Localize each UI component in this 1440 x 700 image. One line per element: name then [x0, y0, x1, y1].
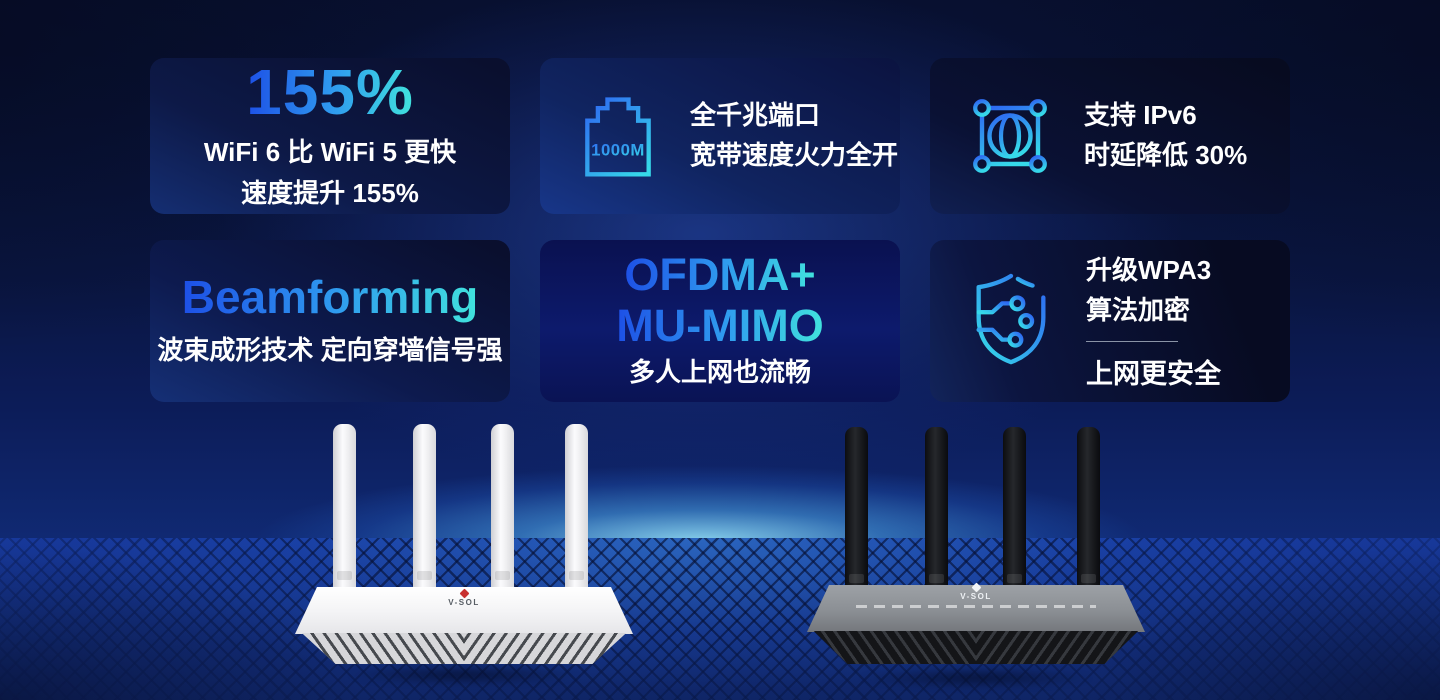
feature-grid: 155% WiFi 6 比 WiFi 5 更快 速度提升 155%: [150, 58, 1290, 402]
antenna: [845, 427, 868, 593]
card-text-line: 速度提升 155%: [241, 178, 419, 209]
router-white: V-SOL: [288, 424, 640, 690]
brand-logo: V-SOL: [800, 582, 1152, 601]
card-headline: 155%: [246, 58, 414, 128]
card-text-line: 全千兆端口: [690, 100, 821, 131]
card-gigabit-ports: 1000M 全千兆端口 宽带速度火力全开: [540, 58, 900, 214]
card-text-block: 支持 IPv6 时延降低 30%: [1084, 96, 1247, 175]
card-headline: MU-MIMO: [616, 299, 824, 351]
card-text-line: 算法加密: [1086, 294, 1191, 325]
floor: [0, 538, 1440, 700]
card-text-line: 波束成形技术 定向穿墙信号强: [157, 334, 503, 365]
globe-network-icon: [973, 99, 1047, 173]
card-headline: Beamforming: [181, 271, 479, 324]
card-text-line: 宽带速度火力全开: [690, 140, 899, 170]
card-text-block: 升级WPA3 算法加密 上网更安全: [1086, 251, 1221, 391]
port-speed-label: 1000M: [591, 141, 645, 160]
brand-mark-icon: [459, 588, 469, 599]
card-text-line: 多人上网也流畅: [628, 356, 811, 387]
antenna: [1003, 427, 1026, 593]
router-vent-grille: [301, 633, 627, 664]
antenna: [1077, 427, 1100, 593]
antenna: [333, 424, 356, 590]
shield-circuit-icon: [976, 273, 1046, 365]
router-shadow: [814, 663, 1138, 693]
antenna: [413, 424, 436, 590]
antenna: [925, 427, 948, 593]
router-body-top: [807, 585, 1145, 632]
antenna: [565, 424, 588, 590]
brand-mark-icon: [971, 582, 981, 593]
card-ipv6: 支持 IPv6 时延降低 30%: [930, 58, 1290, 214]
card-text-line: 时延降低 30%: [1084, 140, 1248, 170]
card-footer-line: 上网更安全: [1086, 359, 1221, 390]
card-ofdma-mumimo: OFDMA+ MU-MIMO 多人上网也流畅: [540, 240, 900, 402]
vent-slits-right: [976, 631, 1139, 664]
ethernet-port-icon: 1000M: [585, 97, 651, 177]
brand-logo-text: V-SOL: [960, 592, 992, 601]
router-shadow: [302, 660, 626, 690]
port-label-markings: [856, 605, 1096, 608]
card-text-line: 升级WPA3: [1086, 254, 1212, 285]
router-vent-grille: [813, 631, 1139, 664]
vent-slits-left: [813, 631, 976, 664]
card-text-line: WiFi 6 比 WiFi 5 更快: [203, 137, 457, 168]
card-beamforming: Beamforming 波束成形技术 定向穿墙信号强: [150, 240, 510, 402]
card-text-line: 支持 IPv6: [1084, 100, 1197, 131]
card-wpa3-security: 升级WPA3 算法加密 上网更安全: [930, 240, 1290, 402]
brand-logo-text: V-SOL: [448, 598, 480, 607]
divider: [1086, 341, 1178, 343]
antenna: [491, 424, 514, 590]
card-text-block: 全千兆端口 宽带速度火力全开: [690, 96, 898, 175]
card-wifi6-speed: 155% WiFi 6 比 WiFi 5 更快 速度提升 155%: [150, 58, 510, 214]
router-black: V-SOL: [800, 427, 1152, 693]
card-headline: OFDMA+: [624, 249, 816, 301]
floor-mesh-texture: [0, 538, 1440, 700]
brand-logo: V-SOL: [288, 588, 640, 607]
